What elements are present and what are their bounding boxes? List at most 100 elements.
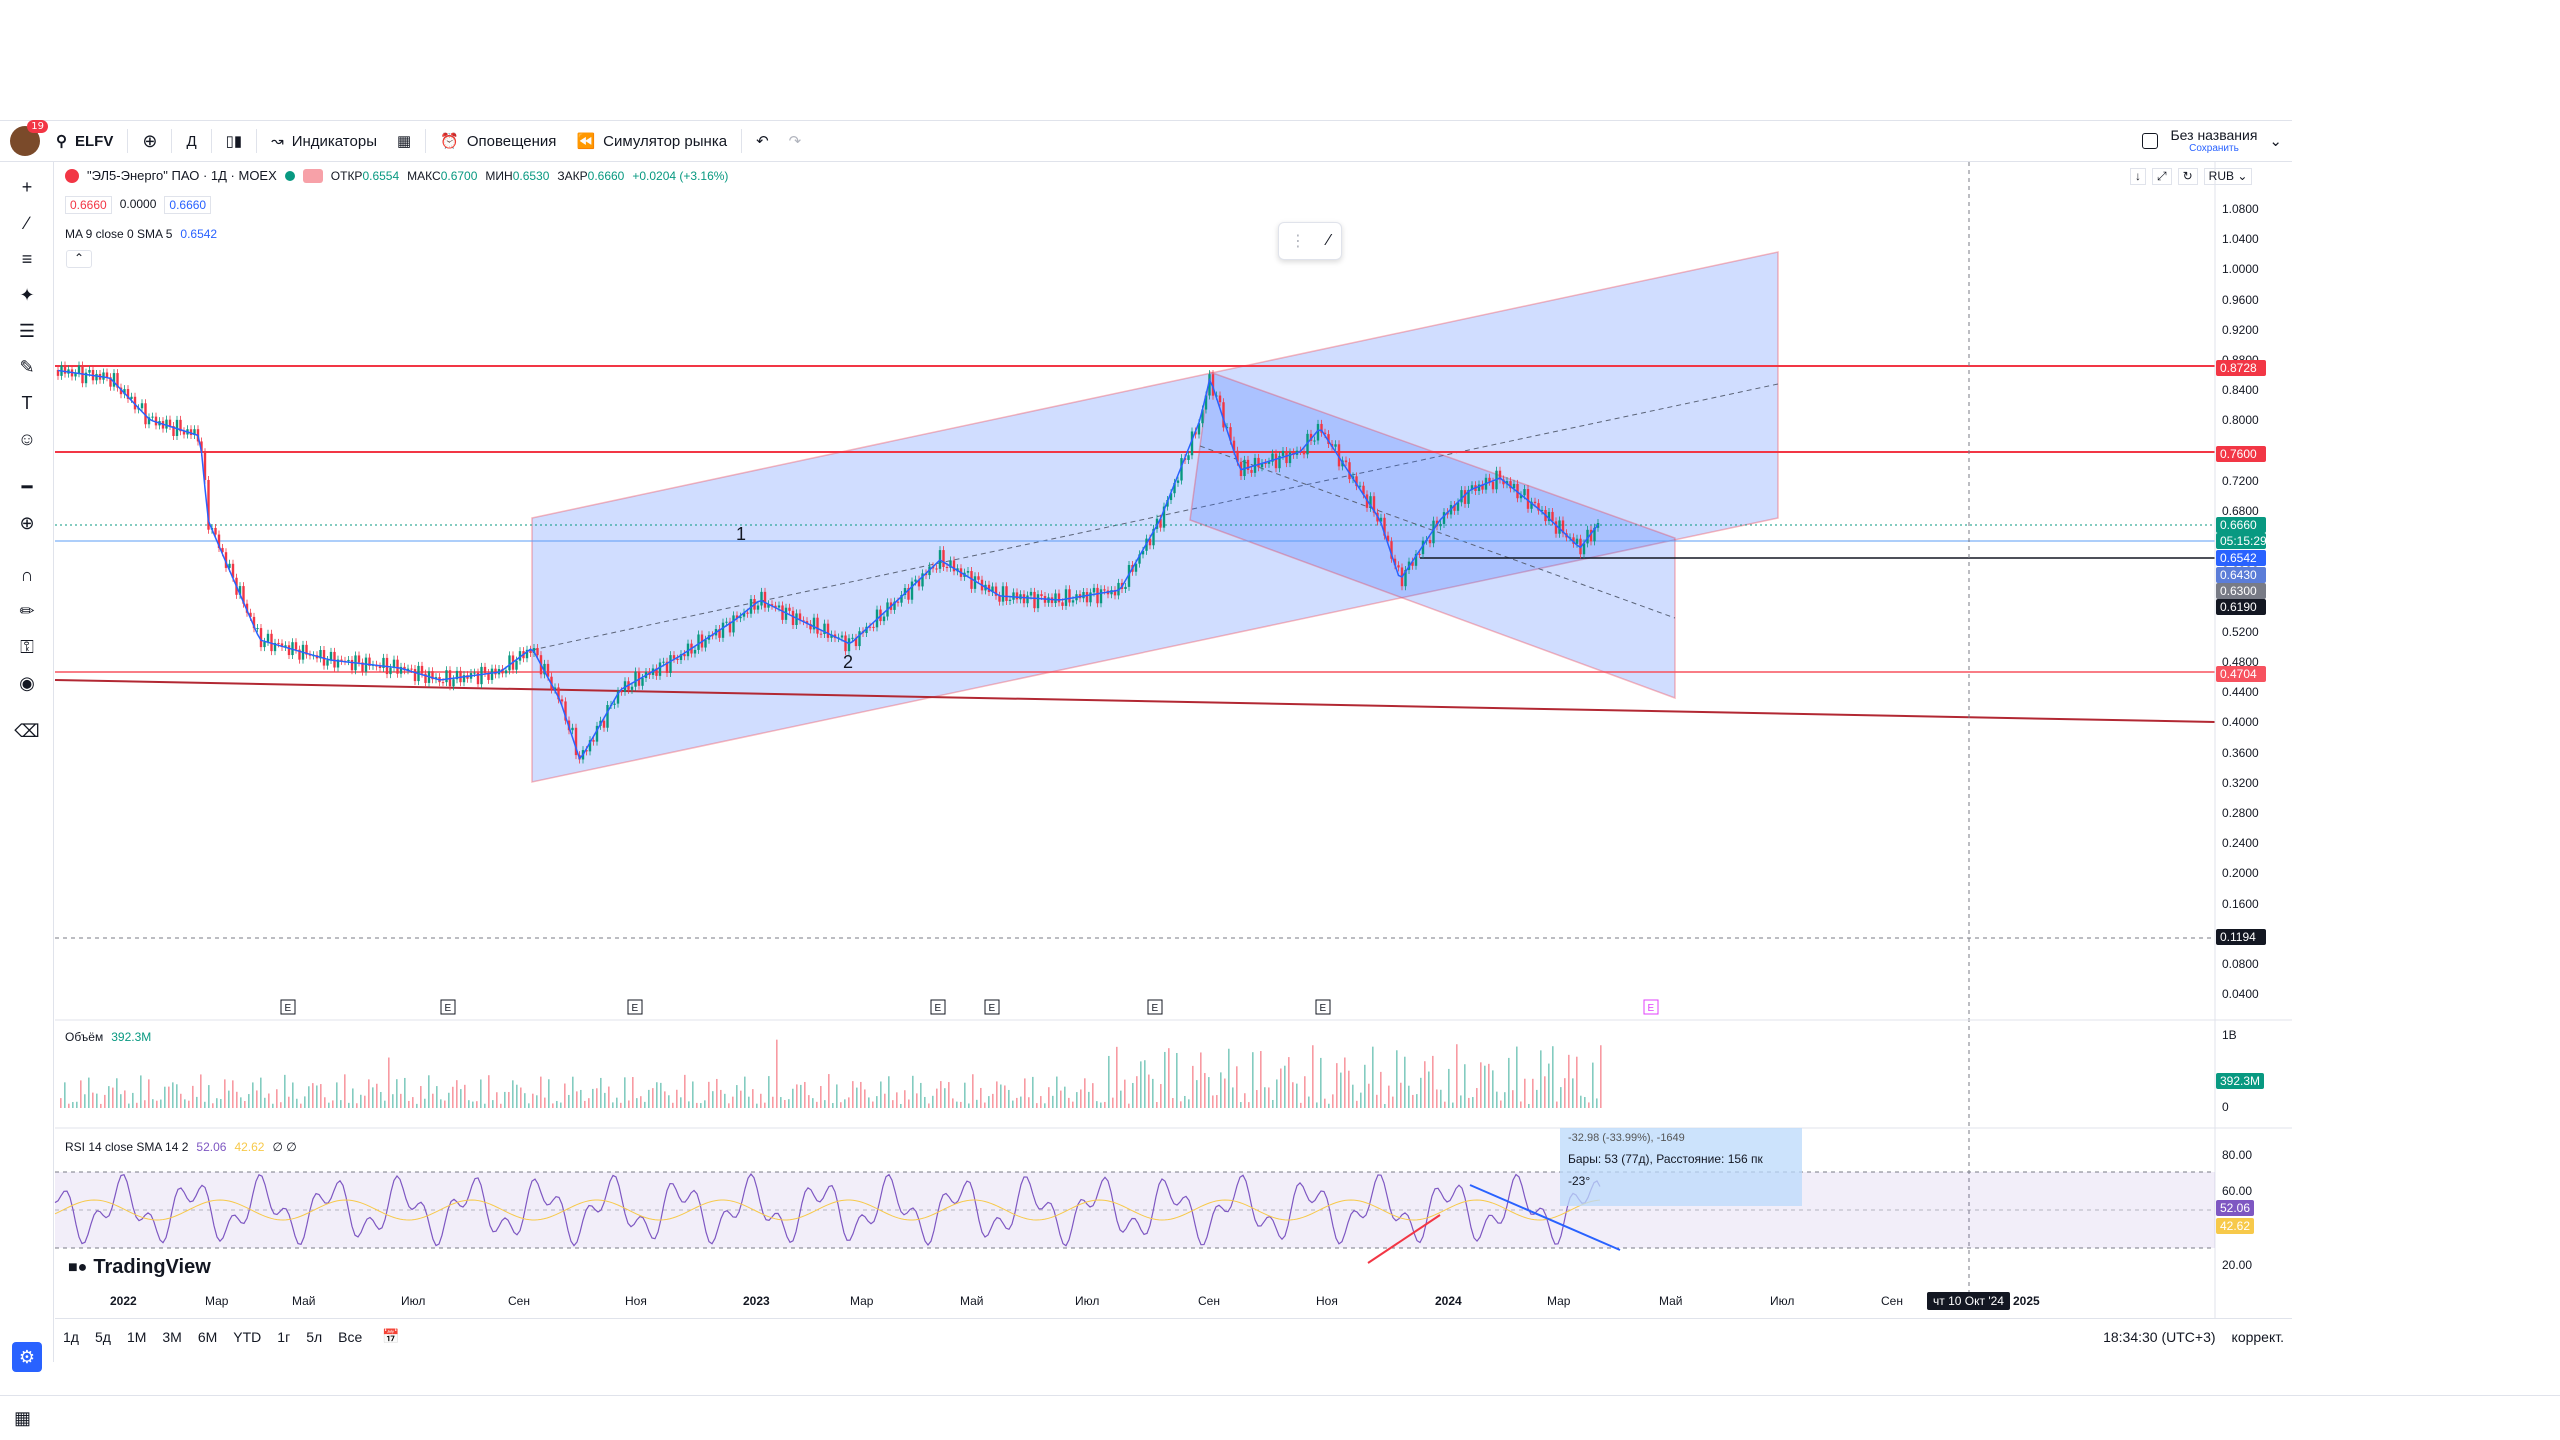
price-tag[interactable]: 0.1194 bbox=[2216, 929, 2266, 945]
crosshair-icon[interactable]: + bbox=[21, 176, 33, 197]
clock[interactable]: 18:34:30 (UTC+3) bbox=[2103, 1328, 2216, 1345]
interval-button[interactable]: Д bbox=[176, 120, 206, 162]
ruler-icon[interactable]: ━ bbox=[21, 476, 33, 497]
price-tag[interactable]: 0.6300 bbox=[2216, 583, 2266, 599]
symbol-title[interactable]: "ЭЛ5-Энерго" ПАО · 1Д · MOEX bbox=[87, 168, 277, 183]
chart-type-button[interactable]: ▯▮ bbox=[216, 120, 253, 162]
redo-button[interactable]: ↷ bbox=[779, 120, 812, 162]
earnings-marker[interactable] bbox=[930, 999, 946, 1015]
fib-icon[interactable]: ☰ bbox=[18, 320, 36, 341]
alerts-button[interactable]: ⏰ Оповещения bbox=[430, 120, 566, 162]
symbol-logo-icon bbox=[65, 168, 79, 183]
rsi-label[interactable]: RSI 14 close SMA 14 2 bbox=[65, 1140, 189, 1154]
volume-bar bbox=[280, 1102, 282, 1108]
user-avatar[interactable]: 19 bbox=[10, 120, 48, 156]
earnings-marker[interactable] bbox=[280, 999, 296, 1015]
layout-menu[interactable]: Без названия Сохранить ⌄ bbox=[2132, 120, 2292, 162]
zoom-icon[interactable]: ⊕ bbox=[19, 512, 35, 533]
ask-value[interactable]: 0.6660 bbox=[164, 196, 212, 214]
rsi-trendline-down[interactable] bbox=[1469, 1184, 1621, 1251]
bid-value[interactable]: 0.6660 bbox=[65, 196, 112, 214]
earnings-marker[interactable] bbox=[984, 999, 1000, 1015]
time-tick: Июл bbox=[1770, 1294, 1795, 1308]
volume-bar bbox=[1268, 1087, 1270, 1108]
range-button[interactable]: 6М bbox=[197, 1328, 218, 1345]
volume-bar bbox=[1284, 1065, 1286, 1108]
volume-bar bbox=[1092, 1083, 1094, 1108]
price-tick: 0.6800 bbox=[2222, 504, 2259, 518]
price-axis[interactable]: 1.08001.04001.00000.96000.92000.88000.84… bbox=[2216, 162, 2292, 1322]
lock-drawing-icon[interactable]: ✏ bbox=[19, 600, 35, 621]
horizontal-lines-icon[interactable]: ≡ bbox=[21, 248, 33, 269]
price-tag[interactable]: 0.6430 bbox=[2216, 567, 2266, 583]
volume-bar bbox=[1052, 1095, 1054, 1108]
settings-icon[interactable]: ⚙ bbox=[12, 1342, 42, 1372]
price-tag[interactable]: 0.6542 bbox=[2216, 550, 2266, 566]
price-tag[interactable]: 05:15:29 bbox=[2216, 533, 2267, 549]
add-circle-icon: ⊕ bbox=[142, 130, 158, 151]
earnings-marker[interactable] bbox=[1643, 999, 1659, 1015]
fullscreen-icon[interactable]: ⤢ bbox=[2152, 168, 2172, 185]
text-icon[interactable]: T bbox=[21, 392, 33, 413]
price-tag[interactable]: 0.6190 bbox=[2216, 599, 2266, 615]
windows-start-icon[interactable]: ▦ bbox=[14, 1408, 32, 1428]
brush-icon[interactable]: ✎ bbox=[19, 356, 35, 377]
currency-select[interactable]: RUB ⌄ bbox=[2203, 168, 2253, 185]
floating-drawing-toolbar: ⋮ ∕ bbox=[1278, 222, 1342, 260]
price-tag[interactable]: 0.8728 bbox=[2216, 360, 2266, 376]
range-button[interactable]: YTD bbox=[233, 1328, 262, 1345]
range-button[interactable]: 1г bbox=[277, 1328, 291, 1345]
symbol-search[interactable]: ⚲ ELFV bbox=[46, 120, 123, 162]
ascending-channel[interactable] bbox=[531, 251, 1779, 783]
range-button[interactable]: 3М bbox=[162, 1328, 182, 1345]
open-value: 0.6554 bbox=[362, 168, 400, 183]
replay-button[interactable]: ⏪ Симулятор рынка bbox=[566, 120, 737, 162]
volume-bar bbox=[1232, 1087, 1234, 1108]
collapse-legend-button[interactable]: ⌃ bbox=[66, 250, 92, 268]
templates-button[interactable]: ▦ bbox=[387, 120, 421, 162]
rsi-trendline-up[interactable] bbox=[1367, 1214, 1441, 1264]
volume-bar bbox=[244, 1100, 246, 1108]
earnings-marker[interactable] bbox=[627, 999, 643, 1015]
lock-icon[interactable]: ⚿ bbox=[20, 636, 34, 657]
range-button[interactable]: 5д bbox=[94, 1328, 111, 1345]
drag-handle-icon[interactable]: ⋮ bbox=[1289, 233, 1306, 250]
adjust-toggle[interactable]: коррект. bbox=[2231, 1328, 2284, 1345]
volume-bar bbox=[1188, 1099, 1190, 1108]
earnings-marker[interactable] bbox=[440, 999, 456, 1015]
undo-button[interactable]: ↶ bbox=[746, 120, 779, 162]
range-button[interactable]: 5л bbox=[306, 1328, 323, 1345]
calendar-icon[interactable]: 📅 bbox=[382, 1328, 400, 1344]
earnings-marker[interactable] bbox=[1147, 999, 1163, 1015]
price-tag[interactable]: 0.4704 bbox=[2216, 666, 2266, 682]
ma-label[interactable]: MA 9 close 0 SMA 5 bbox=[65, 227, 173, 241]
price-tag[interactable]: 0.7600 bbox=[2216, 446, 2266, 462]
price-tag[interactable]: 0.6660 bbox=[2216, 517, 2266, 533]
range-button[interactable]: Все bbox=[338, 1328, 363, 1345]
range-button[interactable]: 1М bbox=[126, 1328, 147, 1345]
indicators-button[interactable]: ↝ Индикаторы bbox=[261, 120, 387, 162]
emoji-icon[interactable]: ☺ bbox=[17, 428, 37, 449]
arrow-down-icon[interactable]: ↓ bbox=[2130, 168, 2146, 185]
earnings-marker[interactable] bbox=[1315, 999, 1331, 1015]
volume-bar bbox=[724, 1093, 726, 1108]
volume-label[interactable]: Объём bbox=[65, 1030, 104, 1044]
compare-button[interactable]: ⊕ bbox=[132, 120, 167, 162]
trash-icon[interactable]: ⌫ bbox=[14, 720, 40, 741]
long-trendline[interactable] bbox=[54, 679, 2216, 723]
snapshot-icon[interactable]: ↻ bbox=[2177, 168, 2198, 185]
rsi-sma-value: 42.62 bbox=[234, 1140, 265, 1154]
line-tool-icon[interactable]: ∕ bbox=[1327, 232, 1331, 249]
low-value: 0.6530 bbox=[512, 168, 550, 183]
volume-bar bbox=[972, 1074, 974, 1108]
range-button[interactable]: 1д bbox=[63, 1328, 79, 1345]
pattern-icon[interactable]: ✦ bbox=[19, 284, 35, 305]
volume-bar bbox=[948, 1082, 950, 1108]
trend-line-icon[interactable]: ∕ bbox=[25, 212, 29, 233]
time-axis[interactable]: 2022 Мар Май Июл Сен Ноя 2023 Мар Май Июл Сен Ноя 20… bbox=[55, 1290, 2215, 1314]
magnet-icon[interactable]: ∩ bbox=[20, 564, 34, 585]
eye-icon[interactable]: ◉ bbox=[19, 672, 35, 693]
volume-bar bbox=[968, 1103, 970, 1108]
volume-bar bbox=[764, 1102, 766, 1108]
